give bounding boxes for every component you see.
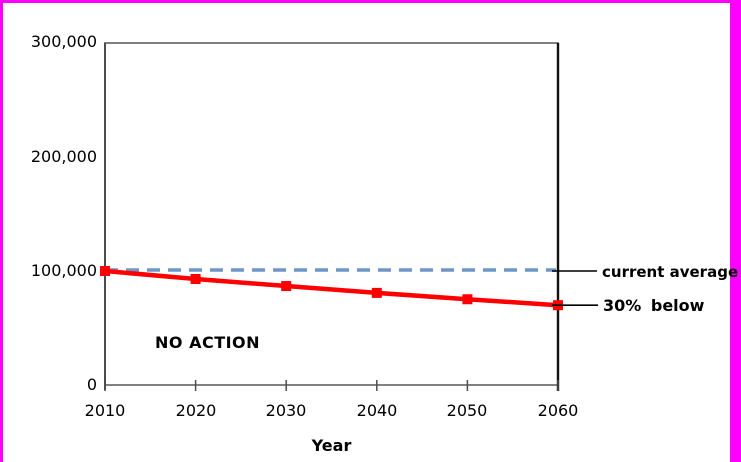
current-average-annotation: current average [602, 263, 739, 281]
x-axis-title: Year [311, 436, 352, 455]
x-tick-label-2040: 2040 [356, 401, 398, 420]
frame-border-right [730, 0, 741, 462]
data-point-marker [371, 287, 382, 298]
data-point-marker [281, 281, 292, 292]
data-point-marker [190, 273, 201, 284]
x-tick-label-2020: 2020 [175, 401, 217, 420]
x-tick-label-2030: 2030 [265, 401, 307, 420]
data-point-marker [462, 294, 473, 305]
x-tick-label-2050: 2050 [446, 401, 488, 420]
no-action-series-line [102, 268, 561, 308]
x-tick-label-2010: 2010 [84, 401, 126, 420]
frame-border-top [0, 0, 741, 3]
x-tick-label-2060: 2060 [537, 401, 579, 420]
y-tick-label-200000: 200,000 [30, 147, 97, 166]
y-tick-label-300000: 300,000 [30, 32, 97, 51]
data-point-marker [100, 266, 110, 276]
y-tick-label-100000: 100,000 [30, 261, 97, 280]
no-action-annotation: NO ACTION [155, 333, 261, 352]
frame-border-left [0, 0, 3, 462]
y-tick-label-0: 0 [86, 375, 97, 394]
thirty-below-annotation: 30% below [603, 296, 705, 315]
